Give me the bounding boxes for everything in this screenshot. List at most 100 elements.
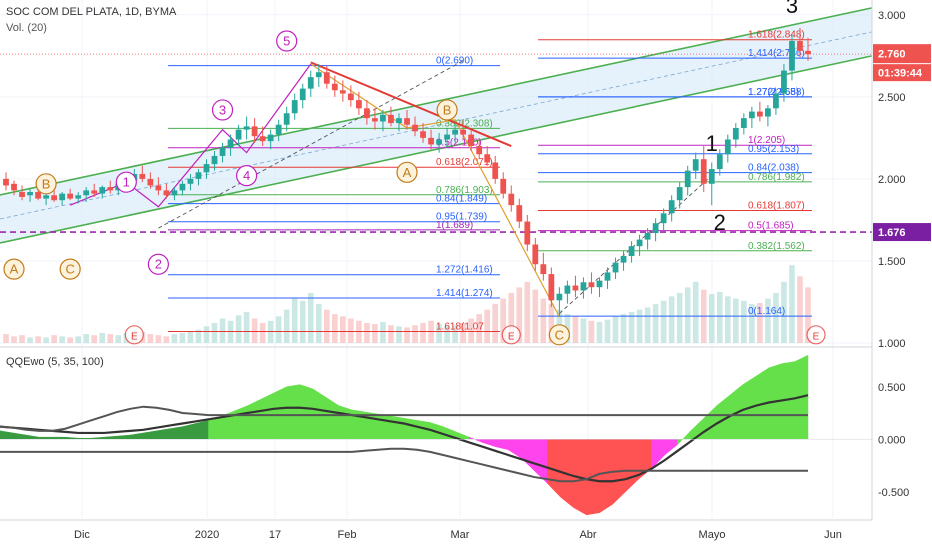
oscillator-area [260,392,274,440]
wave-label-circle [124,325,144,345]
volume-bar [636,309,643,343]
volume-bar [420,323,426,343]
candle-body [724,139,731,155]
wave-label-text: E [508,331,515,342]
dashed-diagonal [158,60,464,229]
wave-label-text: A [10,262,19,277]
support-level-badge-text: 1.676 [878,227,906,239]
volume-bar [283,309,290,343]
candle-body [636,239,643,247]
volume-bar [235,315,242,343]
candle-body [364,108,370,119]
volume-bar [733,298,739,343]
candle-body [267,134,274,142]
wave-count-label: 1 [706,131,718,156]
volume-bar [211,323,218,343]
volume-bar [59,336,65,343]
volume-bar [388,325,394,343]
volume-bar [372,324,378,343]
oscillator-area [403,417,418,440]
oscillator-area [299,384,314,440]
candle-body [235,129,242,140]
candle-body [155,185,162,191]
wave-label-text: E [813,331,820,342]
wave-label-text: 1 [123,175,130,190]
volume-bar [203,326,210,343]
volume-bar [492,304,499,343]
volume-bar [348,318,354,343]
candle-body [732,128,739,140]
candle-body [756,111,763,117]
wave-label-text: 4 [243,168,250,183]
volume-bar [572,316,579,343]
volume-bar [765,298,771,343]
candle-body [291,100,298,114]
volume-bar [805,287,811,343]
volume-bar [508,293,515,343]
candle-body [532,244,539,265]
volume-indicator-label[interactable]: Vol. (20) [6,22,47,34]
volume-bar [540,298,547,343]
candle-body [420,131,426,138]
candle-body [668,200,675,214]
volume-bar [11,336,17,343]
wave-label-text: 3 [219,102,226,117]
volume-bar [364,323,370,343]
volume-bar [19,335,25,343]
wave-label-circle [436,99,458,121]
wave-label-circle [3,258,25,280]
fib-set-1-label: 1.618(1.07 [436,322,484,333]
oscillator-tick-label: 0.500 [878,382,906,394]
oscillator-area [38,436,53,440]
wave-label-circle [501,325,521,345]
candle-body [299,88,306,101]
volume-bar [716,291,723,343]
volume-bar [107,334,114,343]
time-tick-label: Dic [74,529,90,541]
volume-bar [404,327,410,343]
wave-label-text: B [42,176,51,191]
time-tick-label: Jun [824,529,842,541]
current-price-badge-text: 2.760 [878,49,906,61]
candle-body [75,195,82,199]
oscillator-area [338,405,353,440]
volume-bar [612,316,619,343]
volume-bar [724,296,731,343]
volume-bar [91,335,98,343]
candle-body [444,134,450,140]
price-tick-label: 3.000 [878,10,906,22]
fib-set-2-label: 0.618(1.807) [748,201,805,212]
fib-set-2-label: 0.95(2.153) [748,144,799,155]
candle-body [11,183,17,191]
wave-label-circle [211,99,234,121]
candle-body [660,213,667,224]
wave-label-text: E [131,331,138,342]
oscillator-upper-band [0,405,808,432]
candle-body [596,280,603,288]
candle-body [171,190,178,196]
candle-body [540,264,547,275]
volume-bar [773,293,779,343]
volume-bar [179,333,186,343]
current-price-badge-box [873,44,931,64]
oscillator-area [51,436,66,440]
oscillator-indicator-label[interactable]: QQEwo (5, 35, 100) [6,356,104,368]
fib-set-1-label: 0.382(2.308) [436,118,493,129]
volume-bar [412,325,418,343]
candle-body [331,83,338,91]
candle-body [476,146,483,155]
symbol-title[interactable]: SOC COM DEL PLATA, 1D, BYMA [6,6,177,18]
volume-bar [299,300,306,343]
candle-body [652,223,659,234]
volume-bar [468,318,474,343]
candle-body [259,136,266,142]
time-tick-label: Feb [338,529,357,541]
candle-body [436,139,442,145]
wave-count-label: 3 [786,0,798,18]
candle-body [516,205,523,222]
candle-body [283,113,290,125]
oscillator-tick-label: -0.500 [878,487,909,499]
volume-bar [99,333,106,343]
volume-bar [307,293,314,343]
